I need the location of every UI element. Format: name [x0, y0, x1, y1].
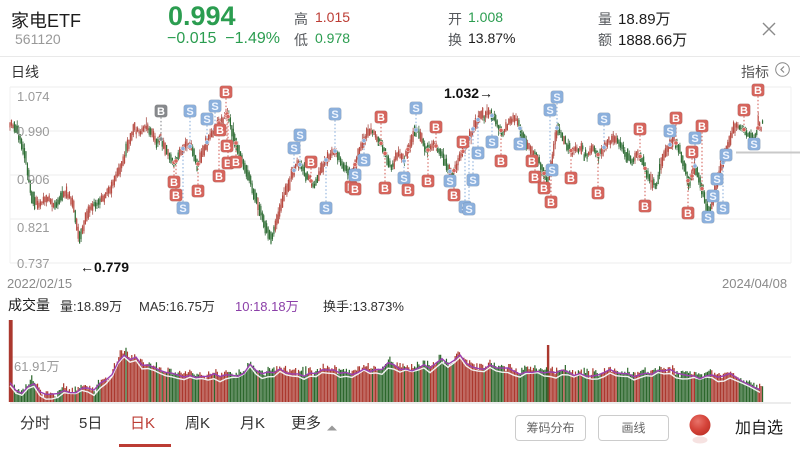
svg-text:S: S: [360, 155, 367, 167]
svg-text:S: S: [469, 175, 476, 187]
svg-text:B: B: [740, 105, 748, 117]
svg-text:B: B: [157, 106, 165, 118]
svg-text:B: B: [754, 85, 762, 97]
svg-text:S: S: [722, 150, 729, 162]
svg-text:B: B: [224, 158, 232, 170]
svg-text:B: B: [170, 177, 178, 189]
svg-text:S: S: [553, 92, 560, 104]
svg-text:S: S: [296, 130, 303, 142]
svg-text:S: S: [203, 114, 210, 126]
svg-text:S: S: [331, 109, 338, 121]
svg-text:B: B: [594, 188, 602, 200]
svg-text:S: S: [666, 126, 673, 138]
svg-text:S: S: [400, 173, 407, 185]
svg-text:S: S: [211, 101, 218, 113]
svg-text:S: S: [446, 176, 453, 188]
svg-text:B: B: [497, 156, 505, 168]
svg-text:B: B: [223, 141, 231, 153]
svg-text:B: B: [540, 183, 548, 195]
svg-text:B: B: [688, 147, 696, 159]
svg-text:S: S: [704, 212, 711, 224]
svg-text:B: B: [636, 124, 644, 136]
svg-text:S: S: [691, 133, 698, 145]
svg-text:B: B: [216, 125, 224, 137]
svg-text:B: B: [222, 87, 230, 99]
svg-text:B: B: [641, 201, 649, 213]
svg-text:B: B: [377, 112, 385, 124]
svg-text:S: S: [322, 203, 329, 215]
svg-text:S: S: [186, 106, 193, 118]
svg-text:S: S: [750, 139, 757, 151]
svg-text:S: S: [290, 143, 297, 155]
svg-text:S: S: [474, 148, 481, 160]
svg-text:S: S: [465, 204, 472, 216]
svg-text:B: B: [567, 173, 575, 185]
svg-text:S: S: [412, 103, 419, 115]
svg-text:B: B: [424, 176, 432, 188]
svg-text:B: B: [307, 157, 315, 169]
svg-text:B: B: [528, 156, 536, 168]
svg-text:S: S: [179, 203, 186, 215]
svg-text:B: B: [547, 197, 555, 209]
svg-text:B: B: [672, 113, 680, 125]
svg-text:S: S: [713, 174, 720, 186]
svg-text:B: B: [459, 137, 467, 149]
svg-text:S: S: [709, 191, 716, 203]
svg-text:B: B: [381, 183, 389, 195]
svg-text:S: S: [516, 139, 523, 151]
svg-text:B: B: [531, 172, 539, 184]
svg-text:B: B: [351, 184, 359, 196]
svg-text:B: B: [404, 185, 412, 197]
svg-text:S: S: [351, 170, 358, 182]
svg-text:S: S: [719, 203, 726, 215]
svg-text:B: B: [450, 190, 458, 202]
svg-text:B: B: [215, 171, 223, 183]
svg-text:S: S: [546, 105, 553, 117]
svg-text:B: B: [684, 208, 692, 220]
svg-text:B: B: [432, 122, 440, 134]
svg-text:B: B: [232, 157, 240, 169]
svg-text:S: S: [548, 165, 555, 177]
svg-text:S: S: [488, 137, 495, 149]
svg-text:B: B: [698, 121, 706, 133]
svg-text:B: B: [194, 186, 202, 198]
svg-text:S: S: [600, 114, 607, 126]
svg-text:B: B: [172, 190, 180, 202]
